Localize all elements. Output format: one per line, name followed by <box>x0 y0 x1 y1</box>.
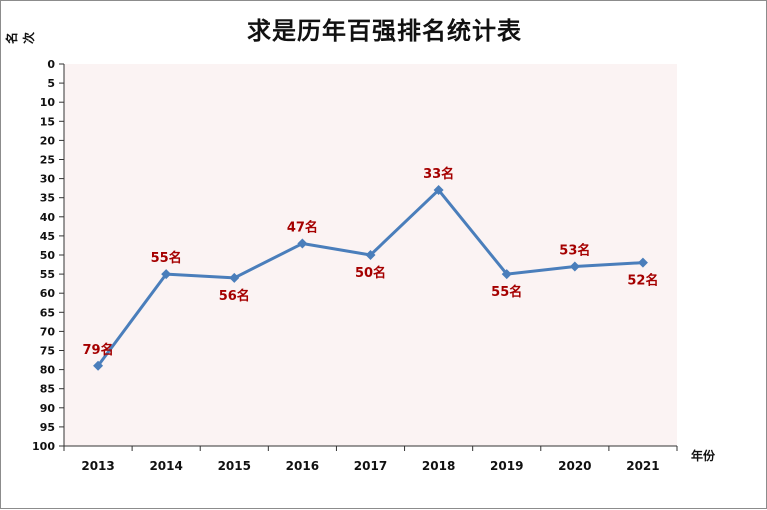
x-axis-label: 年份 <box>691 449 716 463</box>
y-tick-label: 20 <box>40 134 56 147</box>
data-label: 55名 <box>491 284 522 300</box>
data-point <box>569 261 580 272</box>
data-point <box>93 360 104 371</box>
series-layer: 79名 55名 56名 47名 50名 33名 55名 53名 52名 <box>83 166 658 371</box>
y-tick-label: 0 <box>47 58 55 71</box>
x-tick-label: 2017 <box>354 459 387 473</box>
data-point <box>637 257 648 268</box>
x-tick-label: 2020 <box>558 459 591 473</box>
data-label: 56名 <box>219 288 250 304</box>
x-tick-label: 2015 <box>218 459 251 473</box>
data-point <box>229 272 240 283</box>
y-tick-label: 15 <box>40 115 55 128</box>
data-label: 52名 <box>627 273 658 289</box>
y-tick-label: 80 <box>40 364 56 377</box>
y-tick-label: 30 <box>40 173 56 186</box>
chart-title: 求是历年百强排名统计表 <box>247 16 522 45</box>
chart-axes: 0 5 10 15 20 25 30 35 40 45 50 55 60 65 70 75 80 85 90 95 10… <box>32 58 678 473</box>
data-label: 53名 <box>559 242 590 258</box>
data-label: 50名 <box>355 265 386 281</box>
y-tick-label: 85 <box>40 383 55 396</box>
data-point <box>501 269 512 280</box>
y-tick-label: 5 <box>47 77 55 90</box>
data-point <box>161 269 172 280</box>
x-tick-label: 2019 <box>490 459 523 473</box>
y-tick-label: 75 <box>40 345 55 358</box>
y-tick-label: 100 <box>32 440 55 453</box>
data-label: 55名 <box>151 250 182 266</box>
y-tick-label: 35 <box>40 192 55 205</box>
y-tick-label: 90 <box>40 402 56 415</box>
x-tick-label: 2013 <box>81 459 114 473</box>
x-tick-label: 2016 <box>286 459 319 473</box>
data-point <box>365 250 376 260</box>
y-tick-label: 10 <box>40 96 56 109</box>
x-tick-label: 2018 <box>422 459 455 473</box>
data-point <box>297 238 308 249</box>
x-tick-label: 2014 <box>149 459 182 473</box>
y-tick-label: 25 <box>40 154 55 167</box>
y-tick-label: 50 <box>40 249 56 262</box>
data-point <box>433 185 444 196</box>
y-tick-label: 70 <box>40 325 56 338</box>
y-tick-label: 65 <box>40 306 55 319</box>
x-tick-label: 2021 <box>626 459 659 473</box>
y-tick-label: 60 <box>40 287 56 300</box>
data-label: 79名 <box>83 342 114 358</box>
data-label: 33名 <box>423 166 454 182</box>
y-tick-label: 45 <box>40 230 55 243</box>
y-tick-label: 95 <box>40 421 55 434</box>
y-axis-label: 名次 <box>5 32 36 45</box>
y-tick-label: 55 <box>40 268 55 281</box>
y-tick-label: 40 <box>40 211 56 224</box>
data-label: 47名 <box>287 220 318 236</box>
